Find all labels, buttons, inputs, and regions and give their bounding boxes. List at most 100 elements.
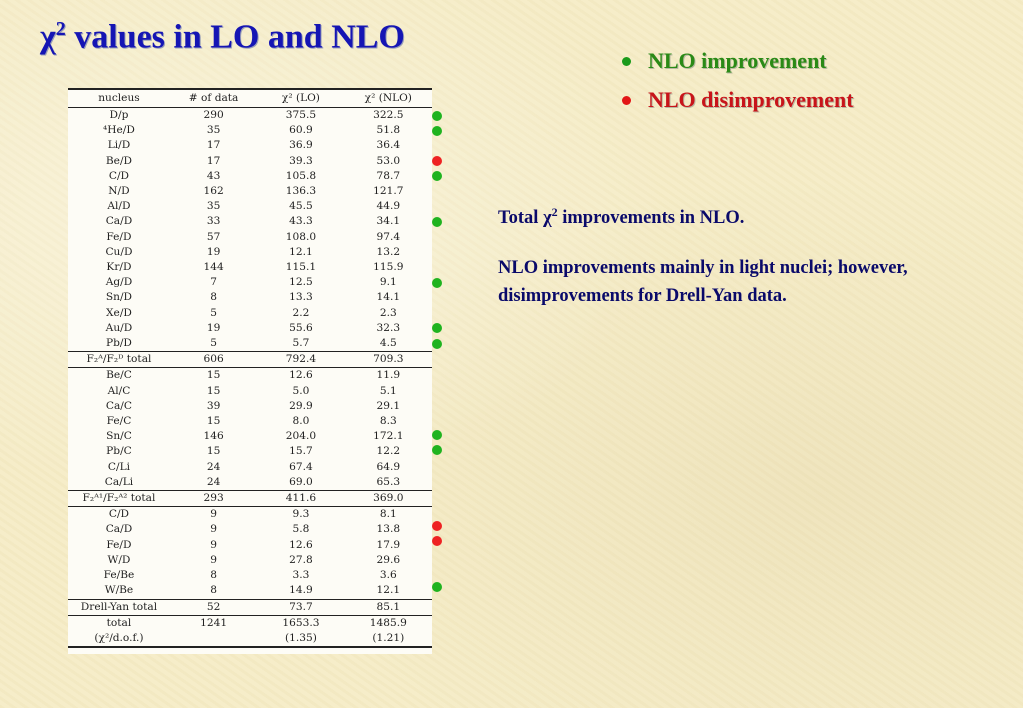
cell-chi2-lo: 29.9 [289, 399, 313, 412]
cell-chi2-nlo: 53.0 [376, 154, 401, 167]
cell-num-data: 9 [210, 523, 217, 536]
note-total: Total χ2 improvements in NLO. [498, 198, 998, 232]
table-row: C/Li 24 67.4 64.9 [68, 460, 432, 475]
cell-num-data: 1241 [169, 614, 258, 631]
cell-chi2-lo: (1.35) [257, 630, 345, 649]
cell-chi2-nlo: 115.9 [373, 261, 404, 274]
cell-nucleus: Be/D [105, 154, 133, 167]
table-row: Sn/D 8 13.3 14.1 [68, 290, 432, 305]
cell-nucleus: D/p [109, 109, 129, 121]
cell-num-data: 8 [210, 569, 217, 582]
cell-chi2-nlo: 29.1 [376, 399, 401, 412]
cell-num-data: 15 [206, 415, 221, 428]
cell-nucleus: F₂ᴬ¹/F₂ᴬ² total [68, 490, 170, 507]
table-row: Pb/C 15 15.7 12.2 [68, 444, 432, 459]
table-row: Fe/D 57 108.0 97.4 [68, 230, 432, 245]
cell-num-data: 606 [169, 351, 258, 368]
green-dot-icon [432, 581, 442, 592]
green-dot-icon [432, 338, 442, 349]
cell-chi2-lo: 108.0 [285, 230, 317, 243]
cell-chi2-nlo: 172.1 [373, 430, 404, 443]
cell-chi2-lo: 12.5 [289, 276, 313, 289]
red-dot-icon [622, 96, 631, 105]
title-chi: χ [40, 18, 56, 56]
table-row: Al/D 35 45.5 44.9 [68, 199, 432, 214]
table-row: Sn/C 146 204.0 172.1 [68, 429, 432, 444]
cell-chi2-nlo: 17.9 [376, 538, 401, 551]
cell-nucleus: C/D [68, 506, 170, 523]
cell-chi2-lo: 43.3 [289, 215, 313, 228]
cell-num-data: 35 [206, 200, 221, 213]
cell-chi2-nlo: 29.6 [376, 553, 401, 566]
table-row: W/D 9 27.8 29.6 [68, 553, 432, 568]
cell-chi2-lo: 9.3 [257, 506, 345, 523]
cell-chi2-lo: 204.0 [285, 430, 317, 443]
red-dot-icon [432, 536, 442, 547]
cell-nucleus: Au/D [105, 321, 133, 334]
cell-chi2-nlo: 32.3 [376, 321, 401, 334]
table-row: Ca/Li 24 69.0 65.3 [68, 475, 432, 491]
cell-nucleus: Al/C [107, 384, 131, 397]
cell-chi2-lo: 8.0 [292, 415, 310, 428]
cell-num-data: 290 [203, 109, 224, 121]
cell-chi2-lo: 5.7 [292, 337, 310, 350]
cell-nucleus: Fe/D [106, 230, 132, 243]
cell-num-data: 162 [203, 185, 224, 198]
cell-num-data: 144 [203, 261, 224, 274]
table-header-row: nucleus # of data χ² (LO) χ² (NLO) [68, 89, 432, 108]
table-row: Ca/C 39 29.9 29.1 [68, 399, 432, 414]
cell-chi2-lo: 45.5 [289, 200, 313, 213]
cell-num-data: 19 [206, 321, 221, 334]
cell-nucleus: Fe/Be [103, 569, 135, 582]
cell-chi2-lo: 55.6 [289, 321, 313, 334]
cell-nucleus: ⁴He/D [103, 124, 135, 137]
cell-chi2-nlo: 8.1 [344, 506, 432, 523]
cell-nucleus: C/D [108, 169, 130, 182]
table-row: (χ²/d.o.f.) (1.35) (1.21) [68, 630, 432, 649]
cell-nucleus: Al/D [107, 200, 131, 213]
table-row: Be/D 17 39.3 53.0 [68, 154, 432, 169]
cell-chi2-lo: 15.7 [289, 445, 313, 458]
cell-nucleus: Pb/C [106, 445, 132, 458]
header-num-data: # of data [169, 89, 258, 108]
table-row: Al/C 15 5.0 5.1 [68, 384, 432, 399]
green-dot-icon [432, 277, 442, 288]
table-row: Ca/D 33 43.3 34.1 [68, 214, 432, 229]
green-dot-icon [432, 323, 442, 334]
cell-chi2-nlo: 121.7 [373, 185, 404, 198]
table-row: total 1241 1653.3 1485.9 [68, 614, 432, 631]
title-superscript: 2 [55, 18, 66, 40]
cell-chi2-lo: 411.6 [257, 490, 345, 507]
cell-num-data: 19 [206, 245, 221, 258]
cell-num-data: 293 [169, 490, 258, 507]
table-row: Xe/D 5 2.2 2.3 [68, 306, 432, 321]
green-dot-icon [432, 110, 442, 121]
chi2-table: nucleus # of data χ² (LO) χ² (NLO) D/p 29… [68, 88, 432, 649]
chi2-table-image: nucleus # of data χ² (LO) χ² (NLO) D/p 29… [68, 88, 432, 654]
cell-chi2-nlo: 369.0 [344, 490, 432, 507]
note-total-pre: Total χ [498, 208, 552, 229]
cell-chi2-nlo: 4.5 [379, 337, 397, 350]
cell-chi2-nlo: 8.3 [379, 415, 397, 428]
cell-chi2-nlo: 12.1 [376, 584, 401, 597]
cell-num-data: 24 [206, 475, 221, 488]
cell-chi2-nlo: 13.8 [376, 523, 401, 536]
cell-chi2-lo: 105.8 [285, 169, 317, 182]
table-row: F₂ᴬ/F₂ᴰ total 606 792.4 709.3 [68, 351, 432, 368]
note-total-sup: 2 [551, 205, 558, 219]
cell-num-data: 57 [206, 230, 221, 243]
cell-chi2-nlo: 85.1 [344, 598, 432, 616]
table-row: Kr/D 144 115.1 115.9 [68, 260, 432, 275]
cell-chi2-nlo: 11.9 [344, 367, 432, 384]
cell-num-data: 17 [206, 139, 221, 152]
green-dot-icon [622, 57, 631, 66]
green-dot-icon [432, 171, 442, 182]
cell-nucleus: N/D [108, 185, 130, 198]
cell-nucleus: Pb/D [105, 337, 132, 350]
note-total-post: improvements in NLO. [557, 208, 745, 229]
cell-num-data: 17 [206, 154, 221, 167]
cell-num-data: 9 [169, 506, 258, 523]
red-dot-icon [432, 521, 442, 531]
cell-chi2-nlo: (1.21) [344, 630, 432, 649]
cell-nucleus: Ag/D [105, 276, 133, 289]
